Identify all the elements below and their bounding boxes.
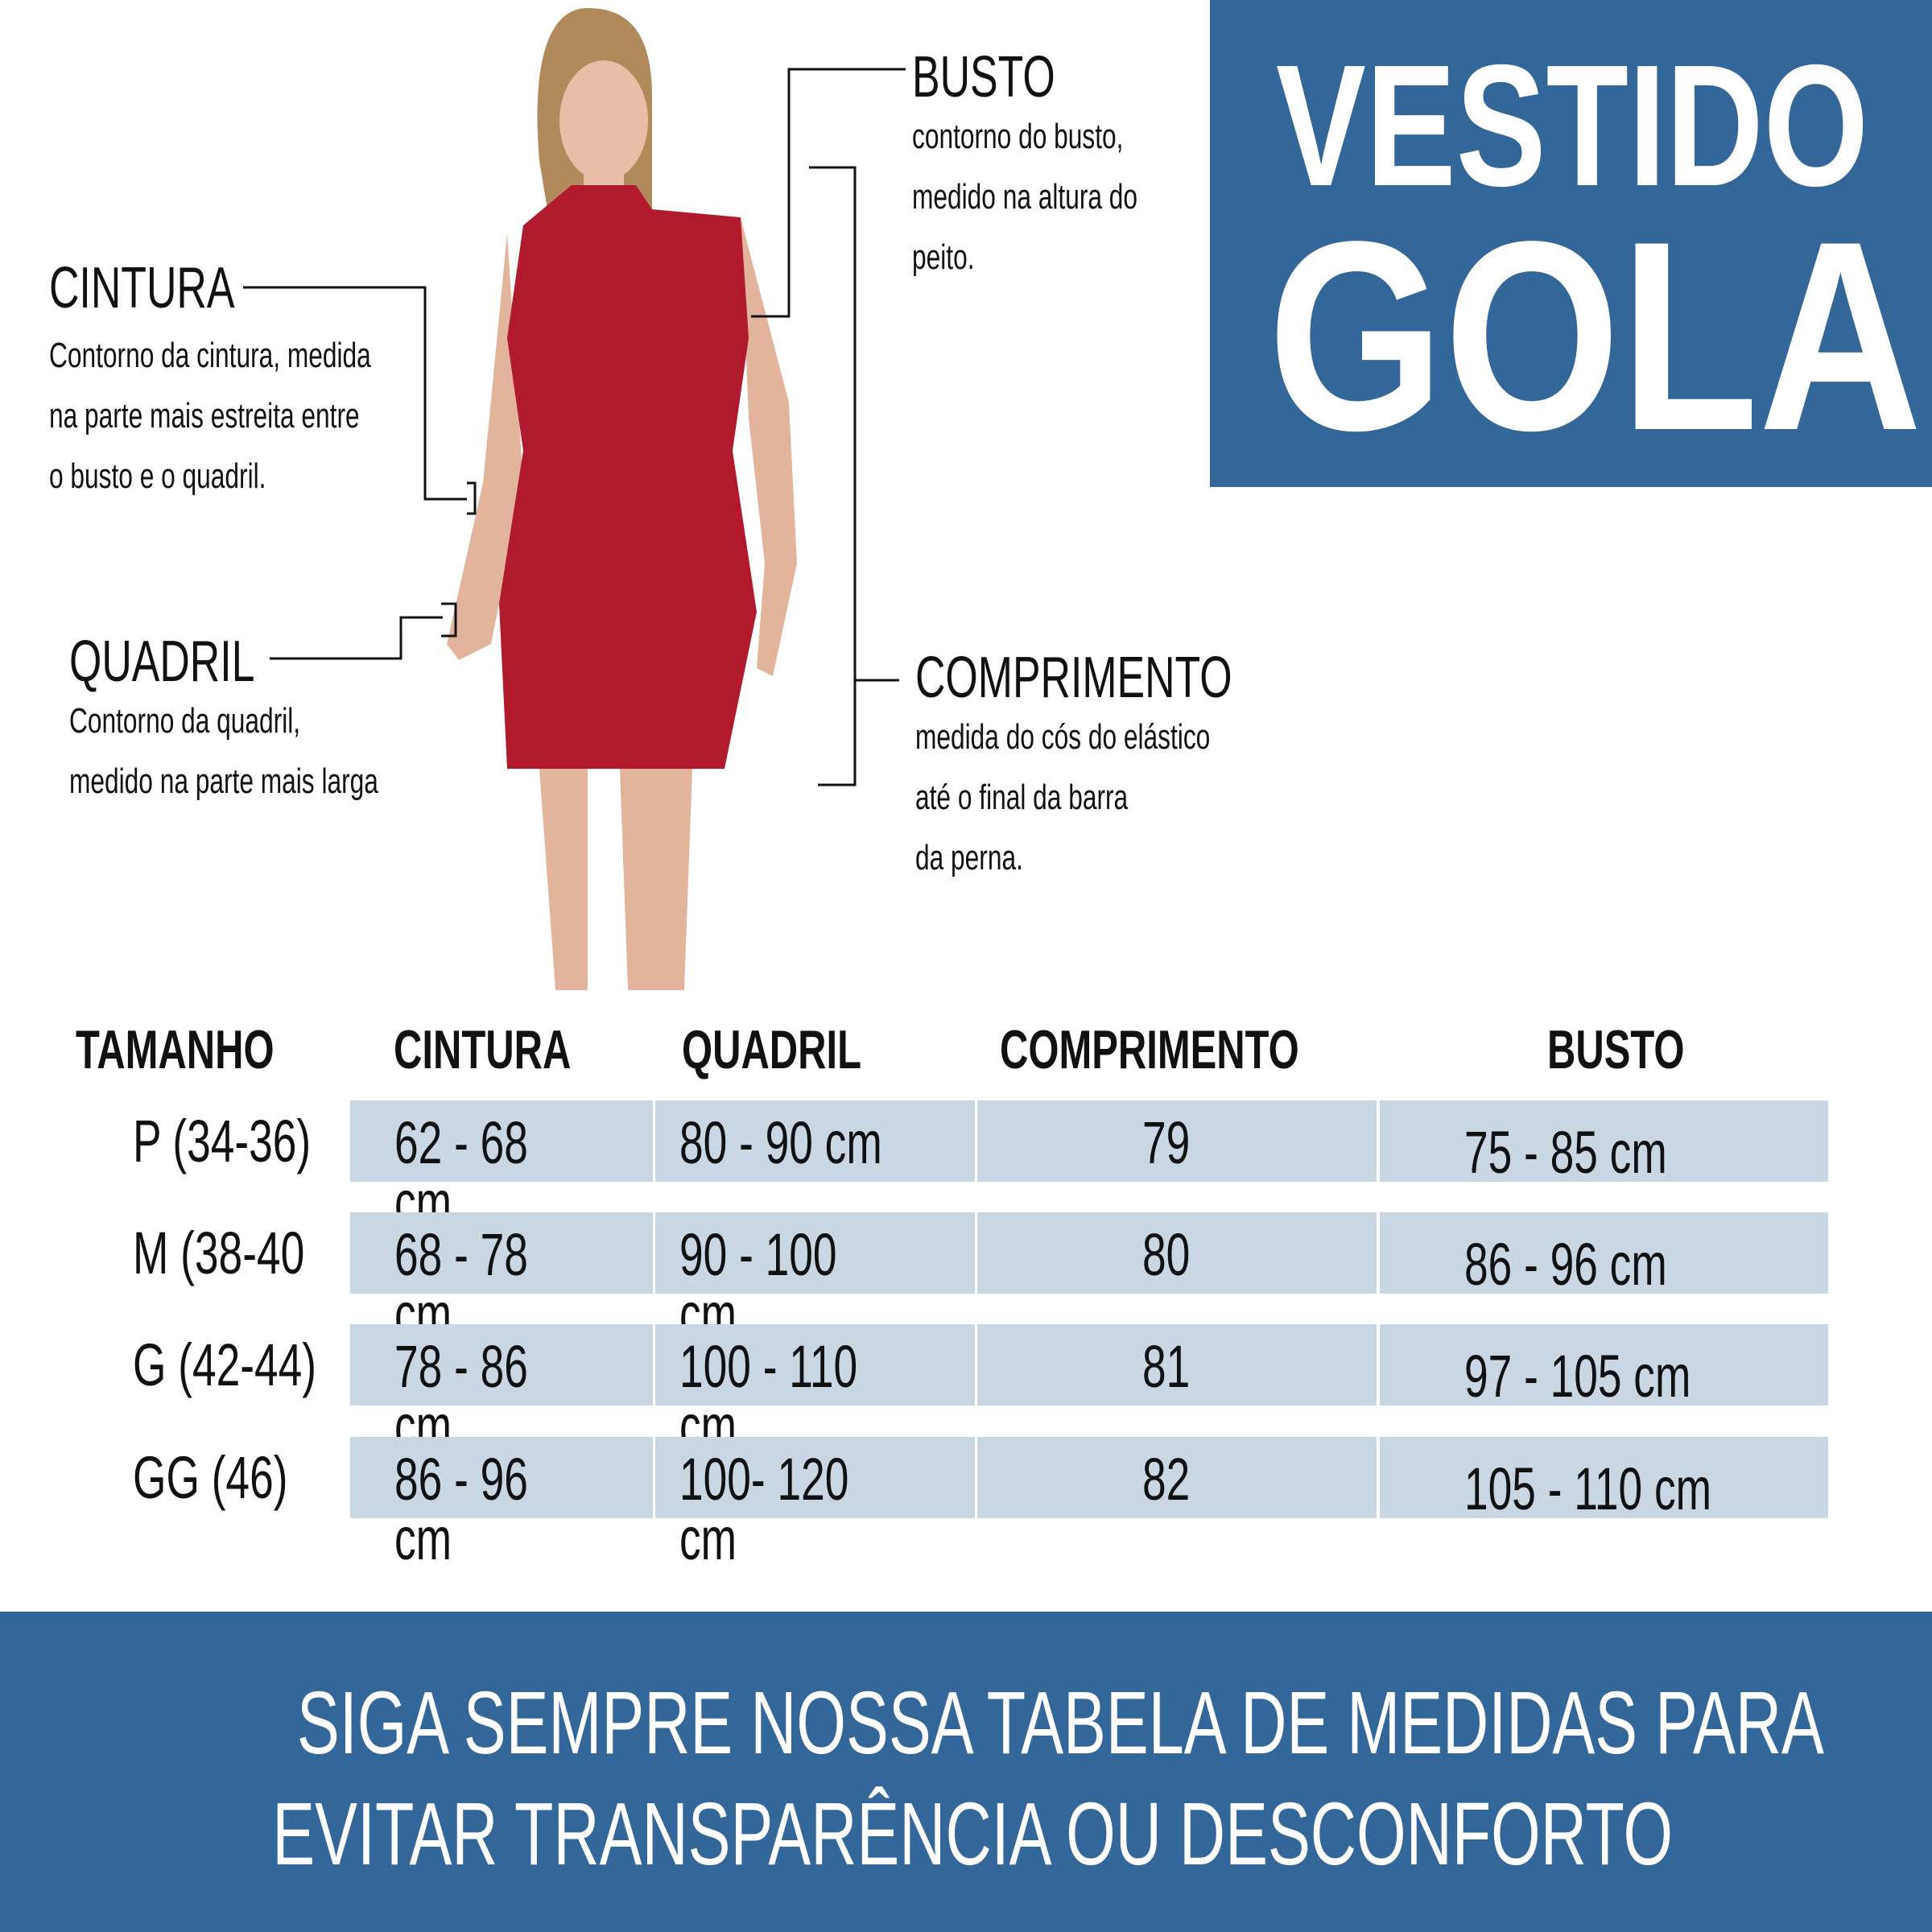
- busto-value: 86 - 96 cm: [1464, 1231, 1667, 1298]
- title-box: VESTIDO GOLA: [1210, 0, 1932, 487]
- size-label: G (42-44): [133, 1331, 317, 1398]
- comprimento-value: 80: [1142, 1221, 1191, 1288]
- title-line1: VESTIDO: [1276, 28, 1869, 222]
- quadril-value: 100- 120 cm: [679, 1446, 849, 1572]
- model-photo: [447, 8, 797, 990]
- comprimento-value: 82: [1142, 1446, 1191, 1513]
- cell-busto: 97 - 105 cm: [1380, 1324, 1828, 1406]
- cell-quadril: 100- 120 cm: [655, 1437, 975, 1569]
- header-comprimento: COMPRIMENTO: [1000, 1019, 1299, 1080]
- cintura-value: 68 - 78 cm: [394, 1221, 528, 1348]
- cell-cintura: 62 - 68 cm: [350, 1100, 653, 1232]
- size-label: M (38-40: [133, 1220, 305, 1286]
- cintura-value: 62 - 68 cm: [394, 1109, 528, 1236]
- cell-quadril: 100 - 110 cm: [655, 1324, 975, 1456]
- cell-busto: 105 - 110 cm: [1380, 1437, 1828, 1522]
- annotation-busto: BUSTO contorno do busto, medido na altur…: [912, 45, 1138, 277]
- footer-line2: EVITAR TRANSPARÊNCIA OU DESCONFORTO: [272, 1785, 1674, 1884]
- header-busto: BUSTO: [1547, 1019, 1685, 1080]
- size-label: P (34-36): [133, 1108, 312, 1174]
- cell-comprimento: 79: [977, 1100, 1377, 1182]
- size-label: GG (46): [133, 1444, 288, 1511]
- quadril-value: 80 - 90 cm: [679, 1109, 882, 1176]
- cell-busto: 86 - 96 cm: [1380, 1212, 1828, 1294]
- title-line2: GOLA: [1268, 185, 1922, 486]
- quadril-value: 90 - 100 cm: [679, 1221, 837, 1348]
- header-quadril: QUADRIL: [682, 1019, 862, 1080]
- footer-band: [0, 1612, 1932, 1932]
- cell-comprimento: 81: [977, 1324, 1377, 1406]
- comprimento-value: 81: [1142, 1333, 1191, 1400]
- measurement-leader-lines: [243, 68, 906, 786]
- cell-comprimento: 82: [977, 1437, 1377, 1518]
- header-tamanho: TAMANHO: [76, 1019, 275, 1080]
- footer-line1: SIGA SEMPRE NOSSA TABELA DE MEDIDAS PARA: [296, 1674, 1824, 1773]
- cintura-value: 86 - 96 cm: [394, 1446, 528, 1572]
- comprimento-value: 79: [1142, 1109, 1191, 1176]
- header-cintura: CINTURA: [394, 1019, 572, 1080]
- busto-value: 75 - 85 cm: [1464, 1119, 1667, 1186]
- cell-busto: 75 - 85 cm: [1380, 1100, 1828, 1186]
- cell-cintura: 86 - 96 cm: [350, 1437, 653, 1569]
- cell-quadril: 90 - 100 cm: [655, 1212, 975, 1344]
- cell-cintura: 68 - 78 cm: [350, 1212, 653, 1344]
- busto-value: 105 - 110 cm: [1464, 1455, 1712, 1522]
- cell-comprimento: 80: [977, 1212, 1377, 1294]
- annotation-comprimento: COMPRIMENTO medida do cós do elástico at…: [915, 646, 1232, 877]
- annotation-quadril: QUADRIL Contorno da quadril, medido na p…: [69, 630, 378, 801]
- cell-cintura: 78 - 86 cm: [350, 1324, 653, 1456]
- annotation-cintura: CINTURA Contorno da cintura, medida na p…: [49, 256, 371, 496]
- busto-value: 97 - 105 cm: [1464, 1343, 1691, 1410]
- cell-quadril: 80 - 90 cm: [655, 1100, 975, 1182]
